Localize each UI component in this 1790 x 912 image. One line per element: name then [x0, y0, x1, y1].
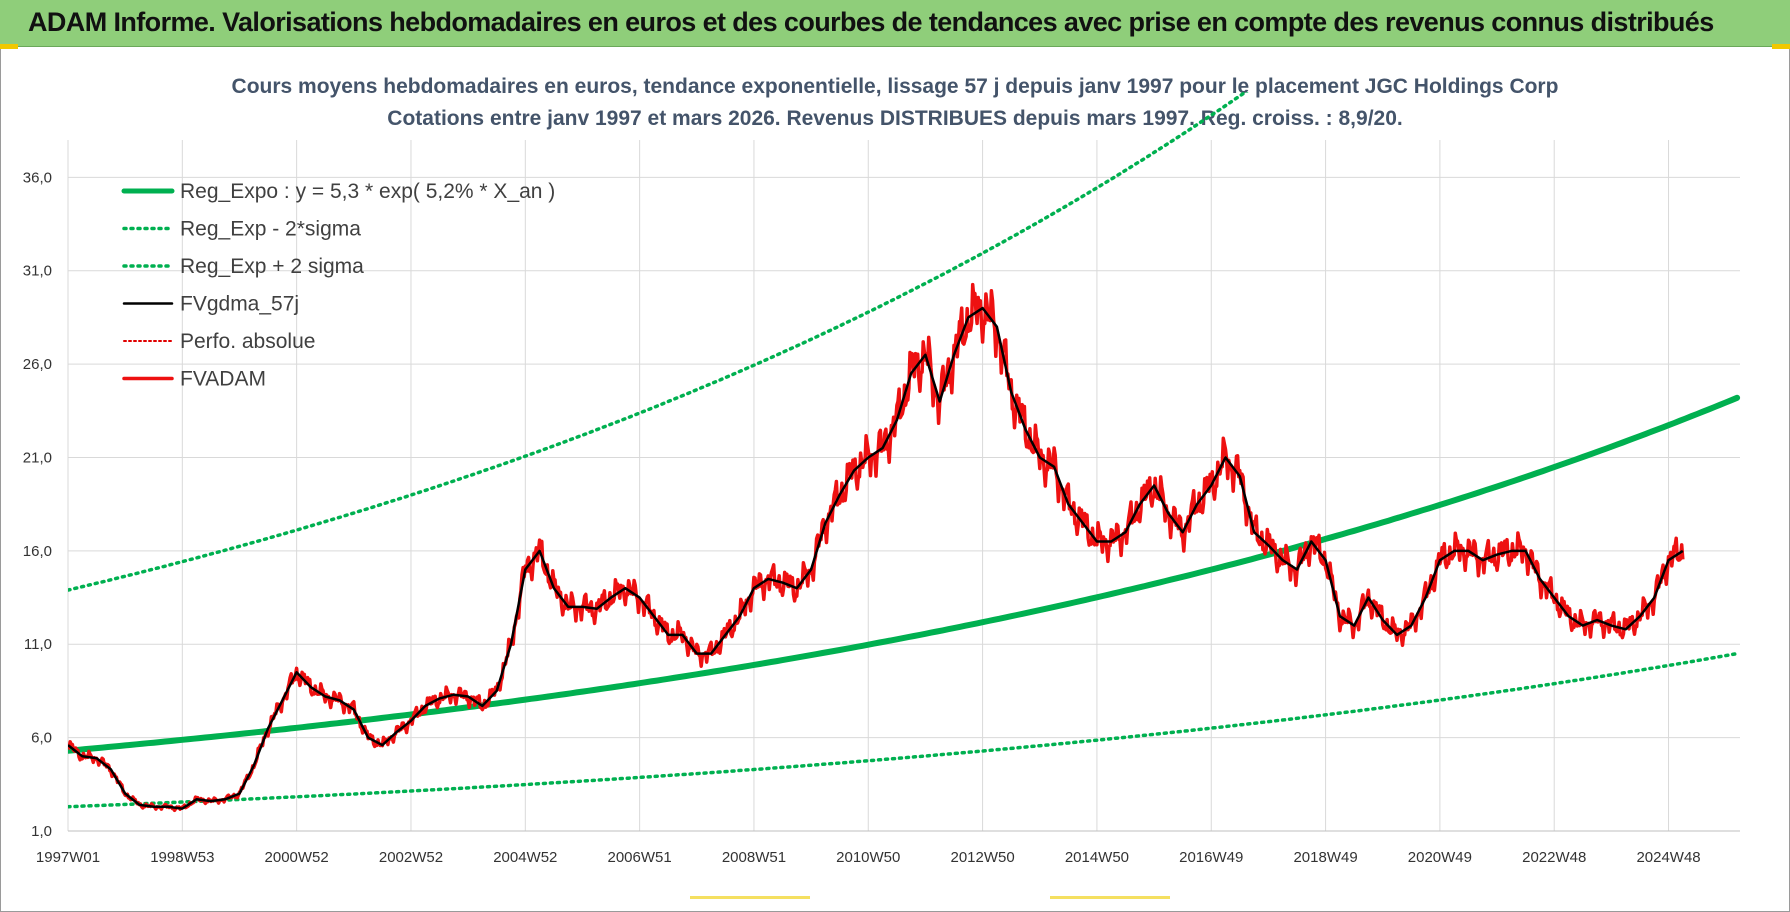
x-tick-label: 2006W51	[608, 849, 672, 866]
legend-fvadam-label: FVADAM	[180, 368, 266, 391]
x-tick-label: 2022W48	[1522, 849, 1586, 866]
legend-reg-expo-label: Reg_Expo : y = 5,3 * exp( 5,2% * X_an )	[180, 180, 555, 203]
x-tick-label: 2014W50	[1065, 849, 1129, 866]
x-tick-label: 2010W50	[836, 849, 900, 866]
x-axis: 1997W01 1998W53 2000W52 2002W52 2004W52 2006W…	[36, 849, 1701, 866]
y-tick-label: 36,0	[23, 169, 52, 186]
y-axis: 1,0 6,0 11,0 16,0 21,0 26,0 31,0 36,0	[23, 169, 52, 840]
x-tick-label: 2018W49	[1293, 849, 1357, 866]
bottom-mark-1	[690, 896, 810, 899]
x-tick-label: 2016W49	[1179, 849, 1243, 866]
reg-expo-line	[68, 394, 1741, 754]
reg-upper-line	[68, 92, 1249, 592]
legend-fvgdma-label: FVgdma_57j	[180, 293, 299, 316]
fvadam-line	[68, 282, 1685, 813]
y-tick-label: 31,0	[23, 263, 52, 280]
y-tick-label: 16,0	[23, 543, 52, 560]
x-tick-label: 2020W49	[1408, 849, 1472, 866]
legend-perfo-label: Perfo. absolue	[180, 330, 315, 353]
x-tick-label: 1998W53	[150, 849, 214, 866]
chart-subtitle: Cotations entre janv 1997 et mars 2026. …	[387, 107, 1402, 130]
legend: Reg_Expo : y = 5,3 * exp( 5,2% * X_an ) R…	[121, 180, 555, 391]
x-tick-label: 2008W51	[722, 849, 786, 866]
bottom-mark-2	[1050, 896, 1170, 899]
x-tick-label: 2000W52	[265, 849, 329, 866]
x-tick-label: 2012W50	[950, 849, 1014, 866]
report-title: ADAM Informe. Valorisations hebdomadaire…	[28, 7, 1714, 37]
fvgdma-line	[68, 306, 1684, 810]
legend-reg-upper-label: Reg_Exp + 2 sigma	[180, 255, 364, 278]
corner-mark-right	[1772, 44, 1790, 49]
x-tick-label: 2024W48	[1636, 849, 1700, 866]
report-banner: ADAM Informe. Valorisations hebdomadaire…	[0, 0, 1790, 47]
x-tick-label: 1997W01	[36, 849, 100, 866]
y-tick-label: 6,0	[31, 730, 52, 747]
y-tick-label: 1,0	[31, 823, 52, 840]
x-tick-label: 2002W52	[379, 849, 443, 866]
chart-title: Cours moyens hebdomadaires en euros, ten…	[232, 75, 1559, 98]
corner-mark-left	[0, 44, 18, 49]
y-tick-label: 11,0	[24, 636, 52, 653]
y-tick-label: 26,0	[23, 356, 52, 373]
plot-area	[68, 92, 1741, 813]
reg-lower-line	[68, 651, 1739, 809]
x-tick-label: 2004W52	[493, 849, 557, 866]
legend-reg-lower-label: Reg_Exp - 2*sigma	[180, 218, 361, 241]
y-tick-label: 21,0	[23, 449, 52, 466]
chart-grid	[67, 140, 1740, 832]
